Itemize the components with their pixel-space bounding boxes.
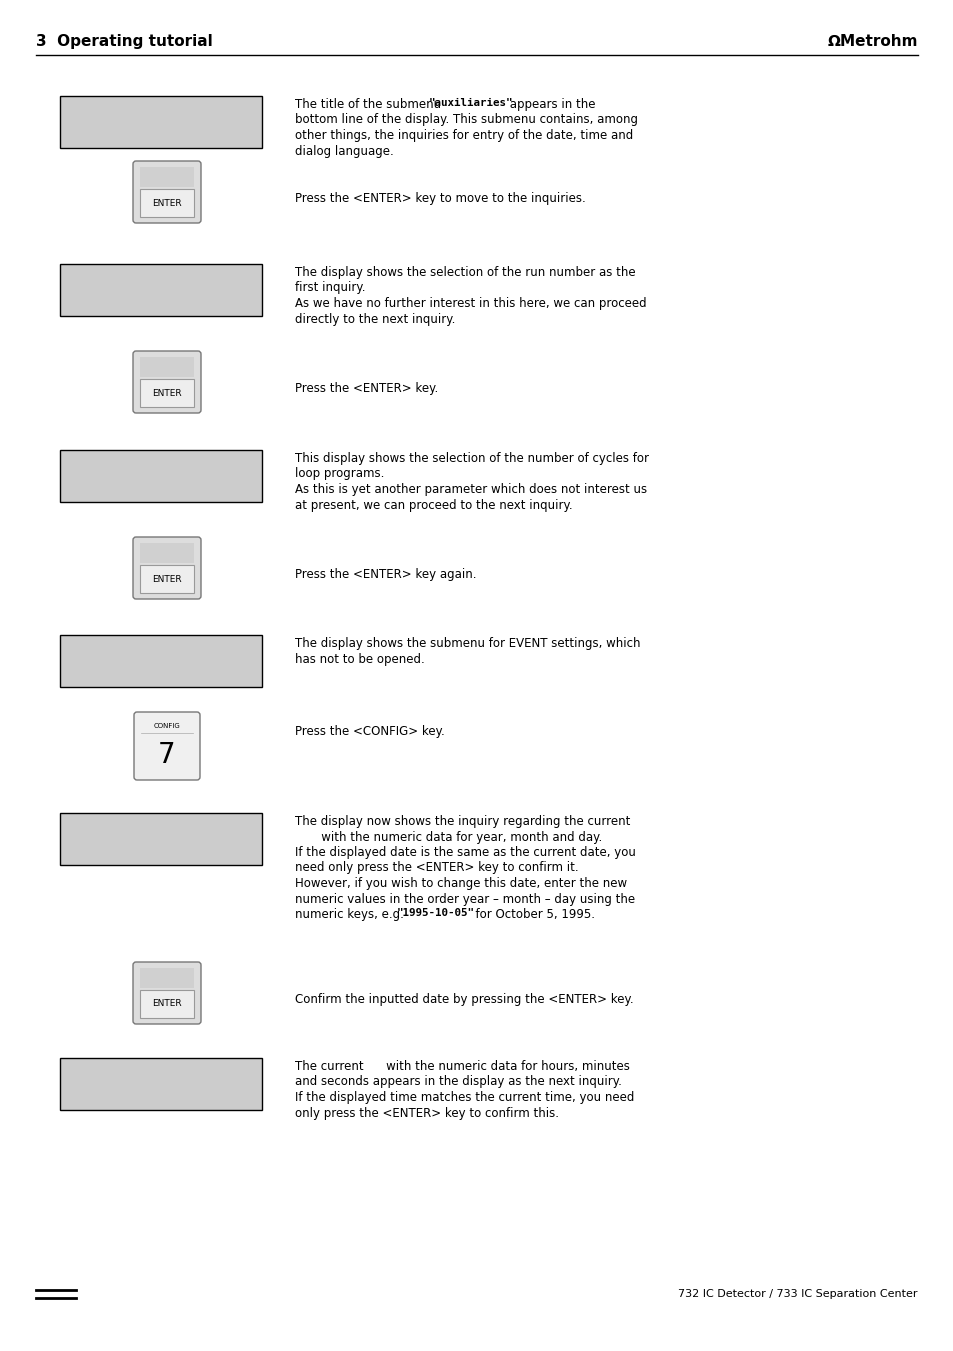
Text: other things, the inquiries for entry of the date, time and: other things, the inquiries for entry of… — [294, 128, 633, 142]
Text: "1995-10-05": "1995-10-05" — [396, 908, 475, 917]
Text: only press the <ENTER> key to confirm this.: only press the <ENTER> key to confirm th… — [294, 1106, 558, 1120]
Text: first inquiry.: first inquiry. — [294, 281, 365, 295]
Bar — [140, 969, 193, 988]
Bar — [60, 263, 262, 316]
Text: As this is yet another parameter which does not interest us: As this is yet another parameter which d… — [294, 484, 646, 496]
Text: Press the <ENTER> key again.: Press the <ENTER> key again. — [294, 567, 476, 581]
Text: dialog language.: dialog language. — [294, 145, 394, 158]
Text: Press the <ENTER> key to move to the inquiries.: Press the <ENTER> key to move to the inq… — [294, 192, 585, 205]
Bar — [140, 543, 193, 562]
Bar — [60, 813, 262, 865]
Text: with the numeric data for year, month and day.: with the numeric data for year, month an… — [294, 831, 601, 843]
Text: The current      with the numeric data for hours, minutes: The current with the numeric data for ho… — [294, 1061, 629, 1073]
Text: for October 5, 1995.: for October 5, 1995. — [468, 908, 595, 921]
Text: ENTER: ENTER — [152, 574, 182, 584]
Text: has not to be opened.: has not to be opened. — [294, 653, 424, 666]
Text: ENTER: ENTER — [152, 1000, 182, 1008]
FancyBboxPatch shape — [132, 962, 201, 1024]
Bar — [60, 450, 262, 503]
Text: If the displayed time matches the current time, you need: If the displayed time matches the curren… — [294, 1092, 634, 1104]
Bar — [140, 565, 193, 593]
Bar — [140, 990, 193, 1019]
Text: However, if you wish to change this date, enter the new: However, if you wish to change this date… — [294, 877, 626, 890]
Bar — [140, 357, 193, 377]
FancyBboxPatch shape — [132, 536, 201, 598]
Text: 7: 7 — [158, 742, 175, 769]
Text: This display shows the selection of the number of cycles for: This display shows the selection of the … — [294, 453, 648, 465]
Text: Confirm the inputted date by pressing the <ENTER> key.: Confirm the inputted date by pressing th… — [294, 993, 633, 1006]
Text: If the displayed date is the same as the current date, you: If the displayed date is the same as the… — [294, 846, 636, 859]
Text: and seconds appears in the display as the next inquiry.: and seconds appears in the display as th… — [294, 1075, 621, 1089]
Text: The display shows the selection of the run number as the: The display shows the selection of the r… — [294, 266, 635, 280]
Text: The display shows the submenu for EVENT settings, which: The display shows the submenu for EVENT … — [294, 638, 639, 650]
Text: loop programs.: loop programs. — [294, 467, 384, 481]
Text: 3  Operating tutorial: 3 Operating tutorial — [36, 34, 213, 49]
FancyBboxPatch shape — [132, 161, 201, 223]
Text: ENTER: ENTER — [152, 389, 182, 397]
Text: at present, we can proceed to the next inquiry.: at present, we can proceed to the next i… — [294, 499, 572, 512]
Bar — [140, 189, 193, 218]
Text: Press the <CONFIG> key.: Press the <CONFIG> key. — [294, 725, 444, 738]
Bar — [140, 168, 193, 186]
Bar — [60, 635, 262, 688]
FancyBboxPatch shape — [133, 712, 200, 780]
Text: ΩMetrohm: ΩMetrohm — [826, 34, 917, 49]
Text: appears in the: appears in the — [506, 99, 595, 111]
Text: bottom line of the display. This submenu contains, among: bottom line of the display. This submenu… — [294, 113, 638, 127]
Text: "auxiliaries": "auxiliaries" — [428, 99, 513, 108]
Text: numeric values in the order year – month – day using the: numeric values in the order year – month… — [294, 893, 635, 905]
Text: Press the <ENTER> key.: Press the <ENTER> key. — [294, 382, 437, 394]
Text: need only press the <ENTER> key to confirm it.: need only press the <ENTER> key to confi… — [294, 862, 578, 874]
Text: CONFIG: CONFIG — [153, 723, 180, 730]
Bar — [60, 1058, 262, 1111]
Bar — [60, 96, 262, 149]
Text: The title of the submenu: The title of the submenu — [294, 99, 444, 111]
FancyBboxPatch shape — [132, 351, 201, 413]
Bar — [140, 380, 193, 407]
Text: The display now shows the inquiry regarding the current: The display now shows the inquiry regard… — [294, 815, 630, 828]
Text: As we have no further interest in this here, we can proceed: As we have no further interest in this h… — [294, 297, 646, 309]
Text: ENTER: ENTER — [152, 199, 182, 208]
Text: directly to the next inquiry.: directly to the next inquiry. — [294, 312, 455, 326]
Text: 732 IC Detector / 733 IC Separation Center: 732 IC Detector / 733 IC Separation Cent… — [678, 1289, 917, 1300]
Text: numeric keys, e.g.: numeric keys, e.g. — [294, 908, 407, 921]
